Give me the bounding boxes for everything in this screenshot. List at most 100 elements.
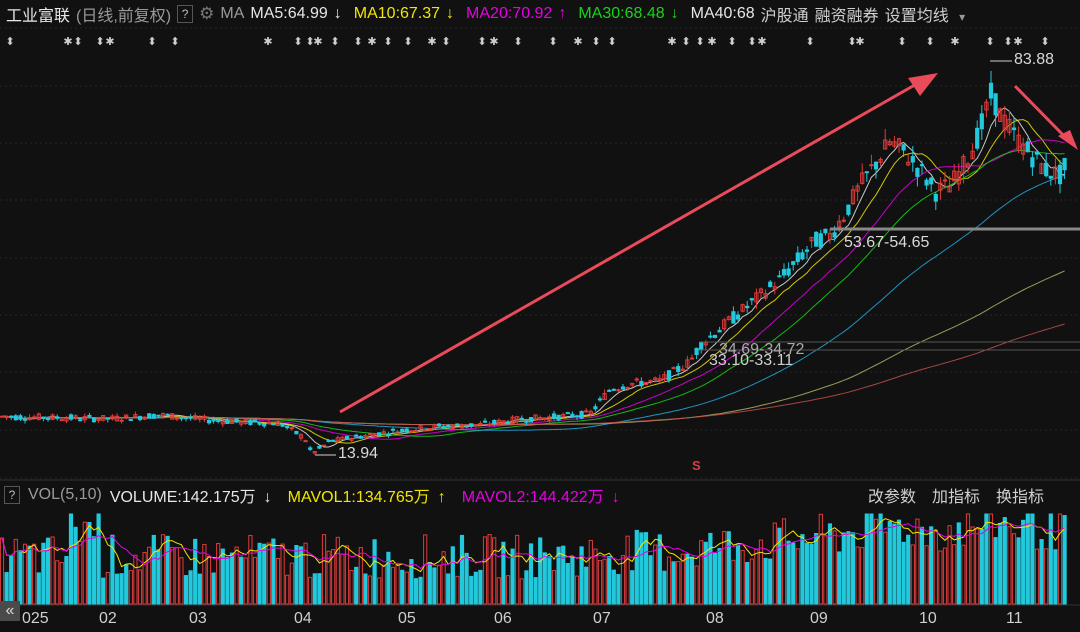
candle-body <box>1057 164 1063 185</box>
scroll-left-icon[interactable]: « <box>0 601 20 621</box>
volume-bar <box>400 569 405 605</box>
candle-body <box>418 425 423 429</box>
candle-body <box>896 138 902 147</box>
event-marker: ⬍ <box>591 35 600 48</box>
candle-body <box>722 319 727 330</box>
candle-body <box>312 451 317 454</box>
volume-bar <box>772 522 777 605</box>
volume-bar <box>413 578 419 605</box>
volume-bar <box>4 572 9 605</box>
candle-body <box>404 428 409 433</box>
candle-body <box>478 422 483 426</box>
downtrend-arrow-head <box>1058 130 1078 150</box>
menu-hugutong[interactable]: 沪股通 <box>760 8 809 25</box>
stock-name[interactable]: 工业富联 <box>6 8 71 25</box>
candle-body <box>183 417 189 420</box>
add-indicator-button[interactable]: 加指标 <box>931 489 980 506</box>
candle-body <box>110 415 115 420</box>
downtrend-arrow-line <box>1013 84 1070 142</box>
level-label-3: 33.10-33.11 <box>709 352 794 369</box>
volume-bar <box>965 513 971 605</box>
volume-bar <box>919 526 925 605</box>
candle-body <box>441 426 446 429</box>
candle-body <box>850 189 856 205</box>
candle-body <box>998 108 1003 122</box>
switch-indicator-button[interactable]: 换指标 <box>995 489 1044 506</box>
event-marker: ⬍ <box>147 35 156 48</box>
mavol1-line <box>1 518 1065 573</box>
volume-bar <box>41 542 46 605</box>
candle-body <box>1011 127 1017 131</box>
candle-body <box>689 357 695 360</box>
change-params-button[interactable]: 改参数 <box>867 489 916 506</box>
volume-bar <box>501 541 506 605</box>
ma5-line <box>1 107 1065 448</box>
gear-icon[interactable]: ⚙ <box>199 4 215 23</box>
candle-body <box>55 416 60 419</box>
event-marker: ⬍ <box>805 35 814 48</box>
candle-body <box>883 139 888 150</box>
volume-bar <box>956 522 961 605</box>
candle-body <box>4 416 9 419</box>
volume-bar <box>298 546 304 605</box>
volume-bar <box>335 536 340 605</box>
event-marker: ⬍ <box>897 35 906 48</box>
candle-body <box>220 421 225 425</box>
candle-body <box>832 232 837 238</box>
volume-bar <box>1053 549 1058 605</box>
help-button[interactable]: ? <box>177 5 194 23</box>
candle-body <box>156 414 161 417</box>
candle-body <box>1034 151 1040 155</box>
volume-bar <box>188 570 193 605</box>
candle-body <box>377 432 382 437</box>
candle-body <box>202 415 207 420</box>
candle-body <box>206 419 212 424</box>
volume-bar <box>602 558 607 605</box>
candle-body <box>59 419 64 422</box>
high-price-label: 83.88 <box>1014 51 1055 68</box>
candle-body <box>262 423 267 427</box>
s-marker[interactable]: S <box>692 458 701 473</box>
volume-bar <box>864 513 869 605</box>
candle-body <box>105 417 110 420</box>
candle-body <box>979 113 984 130</box>
candle-body <box>469 423 474 427</box>
volume-bar <box>689 556 695 605</box>
volume-indicator-label: VOL(5,10) <box>28 486 102 503</box>
candle-body <box>758 288 764 294</box>
volume-bar <box>423 534 428 605</box>
event-marker: ✱ <box>313 35 322 48</box>
volume-bar <box>110 534 115 605</box>
candle-body <box>800 252 805 260</box>
volume-bar <box>358 547 363 605</box>
candle-body <box>643 381 649 385</box>
candle-body <box>41 416 46 420</box>
volume-bar <box>616 574 621 605</box>
volume-bar <box>124 564 129 605</box>
candle-body <box>216 420 221 423</box>
menu-set-ma[interactable]: 设置均线 ▾ <box>884 8 966 25</box>
event-marker: ⬍ <box>5 35 14 48</box>
volume-bar <box>634 529 639 605</box>
volume-bar <box>883 531 888 605</box>
event-marker: ✱ <box>855 35 864 48</box>
candle-body <box>317 445 322 449</box>
event-marker: ⬍ <box>513 35 522 48</box>
volume-bar <box>887 520 892 605</box>
x-label-aug: 08 <box>706 610 724 627</box>
volume-bar <box>639 532 644 605</box>
candle-body <box>101 415 106 421</box>
volume-help-button[interactable]: ? <box>4 486 20 504</box>
candle-body <box>584 410 589 413</box>
volume-bar <box>87 522 92 605</box>
candle-body <box>947 185 952 193</box>
candle-body <box>344 435 350 440</box>
candle-body <box>436 423 442 426</box>
candle-body <box>459 425 465 429</box>
menu-margin-trading[interactable]: 融资融券 <box>814 8 879 25</box>
candle-body <box>846 204 851 215</box>
candle-body <box>768 281 773 287</box>
volume-bar <box>280 543 285 605</box>
price-level-lines <box>315 60 1080 456</box>
